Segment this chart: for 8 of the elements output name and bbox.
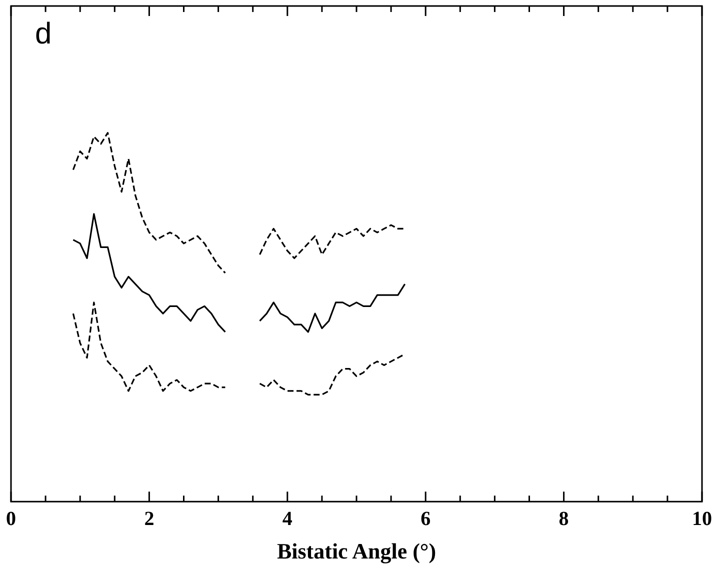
x-tick-label: 4	[282, 508, 292, 530]
x-tick-label: 0	[6, 508, 16, 530]
x-tick-label: 10	[692, 508, 712, 530]
x-tick-label: 6	[420, 508, 431, 530]
x-tick-label: 8	[558, 508, 569, 530]
text: d	[35, 17, 52, 50]
x-tick-label: 2	[144, 508, 154, 530]
x-axis-title: Bistatic Angle (°)	[276, 538, 436, 564]
